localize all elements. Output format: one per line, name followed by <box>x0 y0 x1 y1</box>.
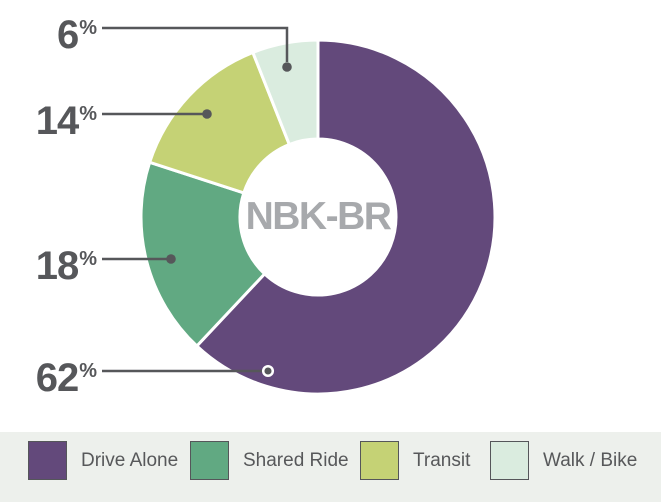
percent-value: 18 <box>35 244 79 288</box>
donut-chart-svg <box>102 26 497 396</box>
legend-item-walk-bike: Walk / Bike <box>490 441 637 480</box>
legend-item-shared-ride: Shared Ride <box>190 441 349 480</box>
callout-dot-walk-bike <box>282 62 292 72</box>
callout-dot-drive-alone <box>261 364 275 378</box>
legend-strip <box>0 432 661 502</box>
percent-sign: % <box>79 360 97 382</box>
donut-slice-shared-ride <box>139 160 267 349</box>
callout-dot-transit <box>202 109 212 119</box>
legend-label-transit: Transit <box>413 449 471 471</box>
percent-sign: % <box>79 248 97 270</box>
legend-swatch-walk-bike <box>490 441 529 480</box>
legend-label-walk-bike: Walk / Bike <box>543 449 638 471</box>
legend-label-drive-alone: Drive Alone <box>81 449 179 471</box>
donut-slice-transit <box>147 50 292 195</box>
percent-value: 62 <box>35 356 79 400</box>
percent-sign: % <box>79 103 97 125</box>
legend-swatch-drive-alone <box>28 441 67 480</box>
percent-label-drive-alone: 62% <box>0 347 97 400</box>
legend-item-drive-alone: Drive Alone <box>28 441 178 480</box>
percent-sign: % <box>79 17 97 39</box>
donut-slice-walk-bike <box>250 38 320 147</box>
chart-center-label: NBK-BR <box>245 195 392 238</box>
percent-value: 6 <box>56 13 79 57</box>
callout-line-walk-bike <box>102 26 289 62</box>
percent-label-transit: 14% <box>0 90 97 143</box>
donut-slice-drive-alone <box>194 38 497 396</box>
percent-value: 14 <box>35 99 79 143</box>
legend-item-transit: Transit <box>360 441 470 480</box>
callout-dot-shared-ride <box>166 254 176 264</box>
percent-label-shared-ride: 18% <box>0 235 97 288</box>
legend-swatch-transit <box>360 441 399 480</box>
legend-swatch-shared-ride <box>190 441 229 480</box>
legend-label-shared-ride: Shared Ride <box>243 449 349 471</box>
percent-label-walk-bike: 6% <box>0 4 97 57</box>
